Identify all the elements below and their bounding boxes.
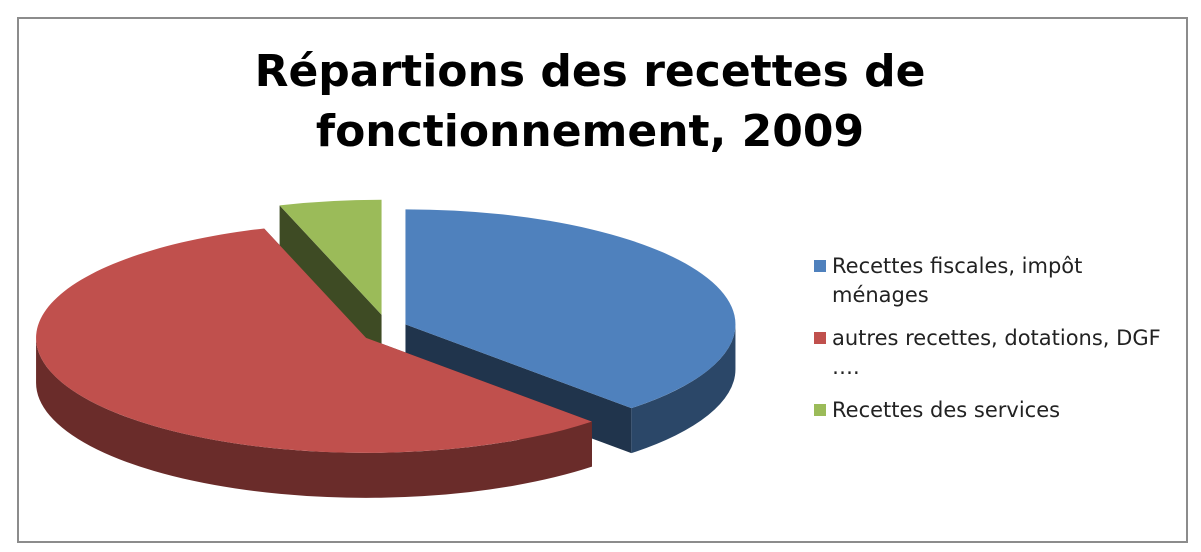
slice-cut-face <box>279 205 382 360</box>
legend-item: Recettes des services <box>812 396 1184 425</box>
slice-side <box>36 337 592 498</box>
legend-label: Recettes fiscales, impôt ménages <box>832 254 1083 307</box>
legend-label: autres recettes, dotations, DGF …. <box>832 326 1161 379</box>
legend: Recettes fiscales, impôt ménages autres r… <box>812 252 1184 439</box>
legend-swatch <box>814 332 826 344</box>
slice <box>405 209 736 409</box>
legend-label: Recettes des services <box>832 398 1061 422</box>
legend-item: Recettes fiscales, impôt ménages <box>812 252 1184 310</box>
slice <box>36 228 592 453</box>
slice <box>279 199 382 315</box>
chart-title: Répartions des recettes de fonctionnemen… <box>254 46 926 157</box>
legend-item: autres recettes, dotations, DGF …. <box>812 324 1184 382</box>
slice-side <box>631 324 736 454</box>
legend-swatch <box>814 404 826 416</box>
chart-frame <box>17 17 1188 543</box>
legend-swatch <box>814 260 826 272</box>
